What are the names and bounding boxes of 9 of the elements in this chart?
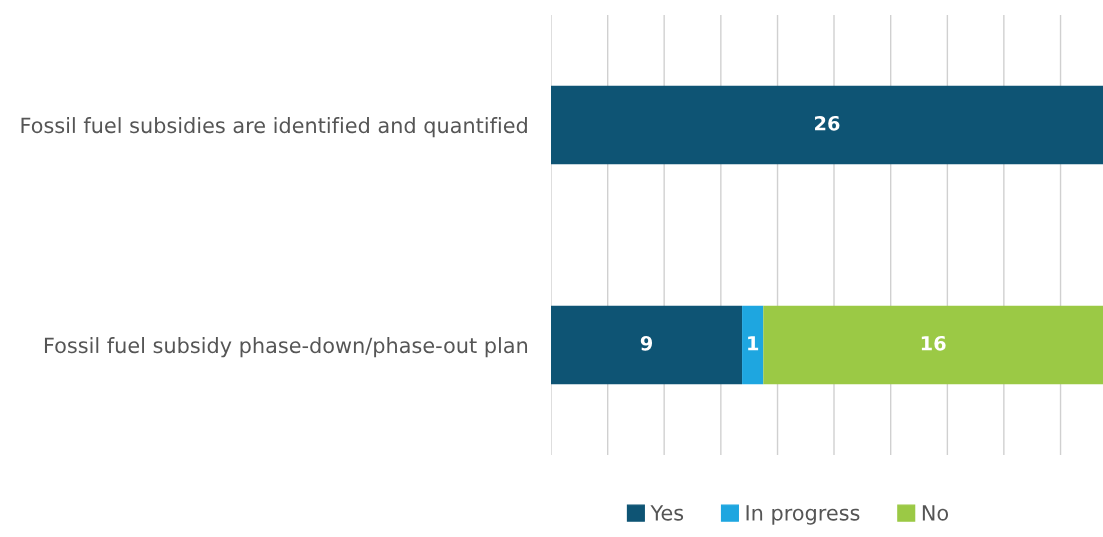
data-label: 26: [815, 115, 840, 131]
legend-label: Yes: [650, 505, 684, 521]
data-label: 16: [921, 335, 946, 351]
data-label: 9: [640, 335, 653, 351]
y-tick-label: Fossil fuel subsidies are identified and quantified: [21, 117, 527, 138]
data-label: 1: [748, 336, 759, 351]
legend-label: In progress: [746, 505, 860, 525]
legend-label: No: [922, 505, 949, 521]
y-tick-label: Fossil fuel subsidy phase-down/phase-out plan: [44, 337, 528, 358]
